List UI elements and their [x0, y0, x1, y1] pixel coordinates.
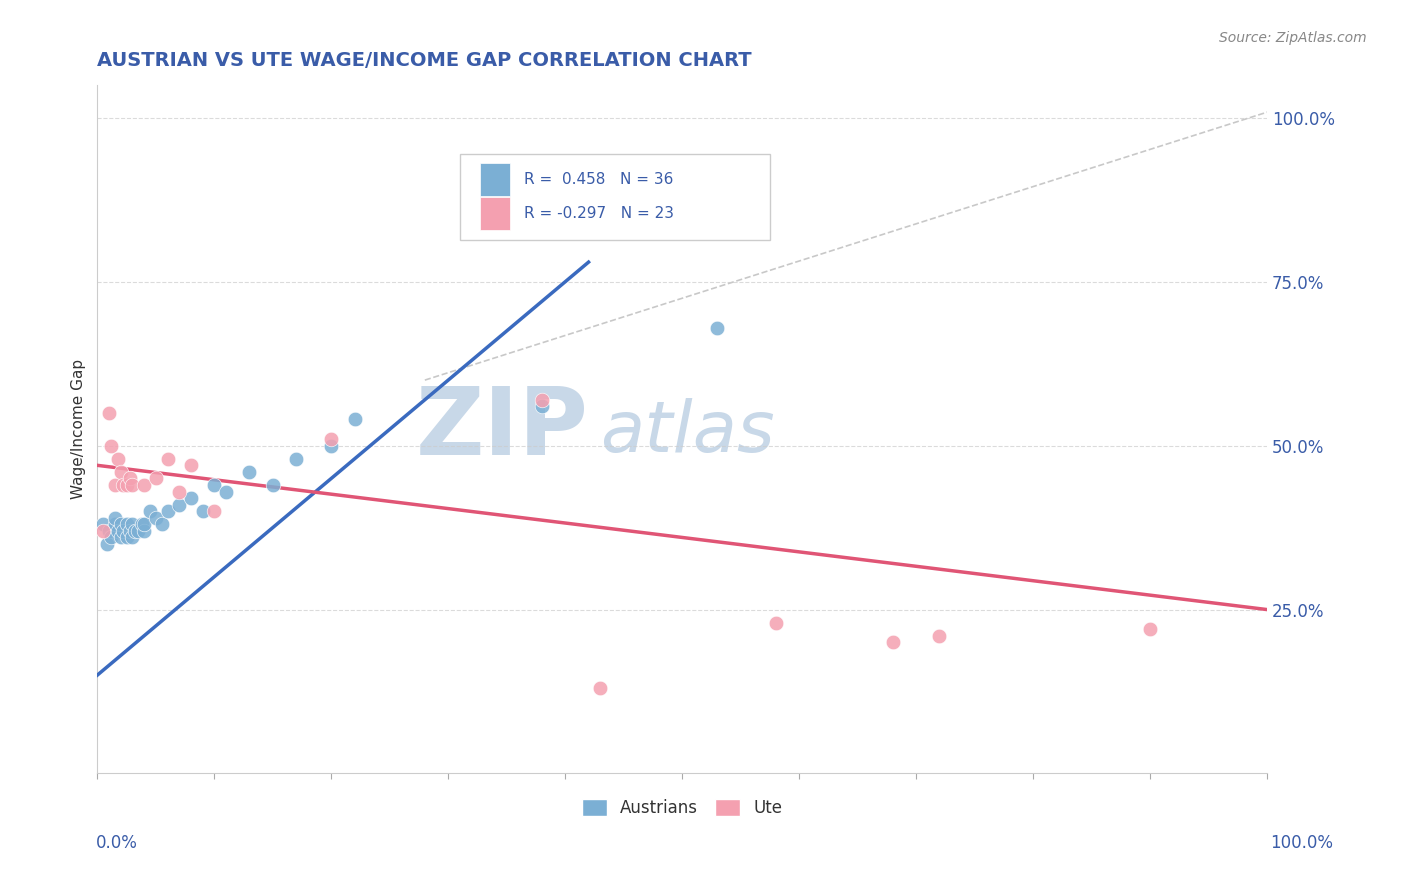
Point [134, 478, 156, 492]
Point [145, 471, 167, 485]
Point [202, 478, 225, 492]
Point [104, 510, 127, 524]
Point [167, 484, 190, 499]
Point [104, 478, 127, 492]
Text: 100.0%: 100.0% [1270, 834, 1333, 852]
Point [180, 491, 202, 505]
Point [1139, 622, 1161, 636]
Point [107, 524, 129, 538]
Point [112, 524, 135, 538]
Point [121, 478, 143, 492]
Text: R =  0.458   N = 36: R = 0.458 N = 36 [524, 172, 673, 187]
Point [127, 524, 149, 538]
Point [98, 524, 121, 538]
Point [96, 537, 118, 551]
Point [110, 531, 132, 545]
Point [98, 406, 121, 420]
Point [124, 524, 146, 538]
Point [104, 517, 127, 532]
Point [150, 517, 173, 532]
Point [156, 504, 179, 518]
Point [145, 510, 167, 524]
Point [115, 531, 138, 545]
Point [530, 392, 553, 407]
Point [115, 517, 138, 532]
Point [115, 478, 138, 492]
Point [110, 517, 132, 532]
Point [91, 517, 114, 532]
Point [285, 451, 308, 466]
Point [262, 478, 284, 492]
Point [131, 517, 153, 532]
Point [202, 504, 225, 518]
Point [765, 615, 787, 630]
Point [100, 439, 122, 453]
Point [321, 439, 343, 453]
Point [112, 478, 135, 492]
Point [139, 504, 162, 518]
Point [134, 517, 156, 532]
Point [882, 635, 904, 649]
Point [167, 498, 190, 512]
Point [156, 451, 179, 466]
Point [100, 531, 122, 545]
Point [91, 524, 114, 538]
Point [120, 524, 142, 538]
Text: atlas: atlas [600, 398, 775, 467]
Point [134, 524, 156, 538]
Point [121, 531, 143, 545]
Point [107, 451, 129, 466]
FancyBboxPatch shape [479, 163, 510, 196]
Point [530, 400, 553, 414]
Point [343, 412, 366, 426]
FancyBboxPatch shape [479, 197, 510, 230]
Point [180, 458, 202, 473]
Legend: Austrians, Ute: Austrians, Ute [575, 792, 789, 823]
Point [706, 320, 728, 334]
Point [238, 465, 260, 479]
Point [589, 681, 612, 696]
Y-axis label: Wage/Income Gap: Wage/Income Gap [72, 359, 86, 500]
Text: Source: ZipAtlas.com: Source: ZipAtlas.com [1219, 31, 1367, 45]
Point [121, 517, 143, 532]
Point [215, 484, 238, 499]
Text: R = -0.297   N = 23: R = -0.297 N = 23 [524, 206, 675, 221]
Point [191, 504, 214, 518]
Text: 0.0%: 0.0% [96, 834, 138, 852]
Point [110, 465, 132, 479]
FancyBboxPatch shape [460, 154, 770, 240]
Point [120, 471, 142, 485]
Text: AUSTRIAN VS UTE WAGE/INCOME GAP CORRELATION CHART: AUSTRIAN VS UTE WAGE/INCOME GAP CORRELAT… [97, 51, 752, 70]
Text: ZIP: ZIP [416, 384, 589, 475]
Point [321, 432, 343, 446]
Point [928, 629, 950, 643]
